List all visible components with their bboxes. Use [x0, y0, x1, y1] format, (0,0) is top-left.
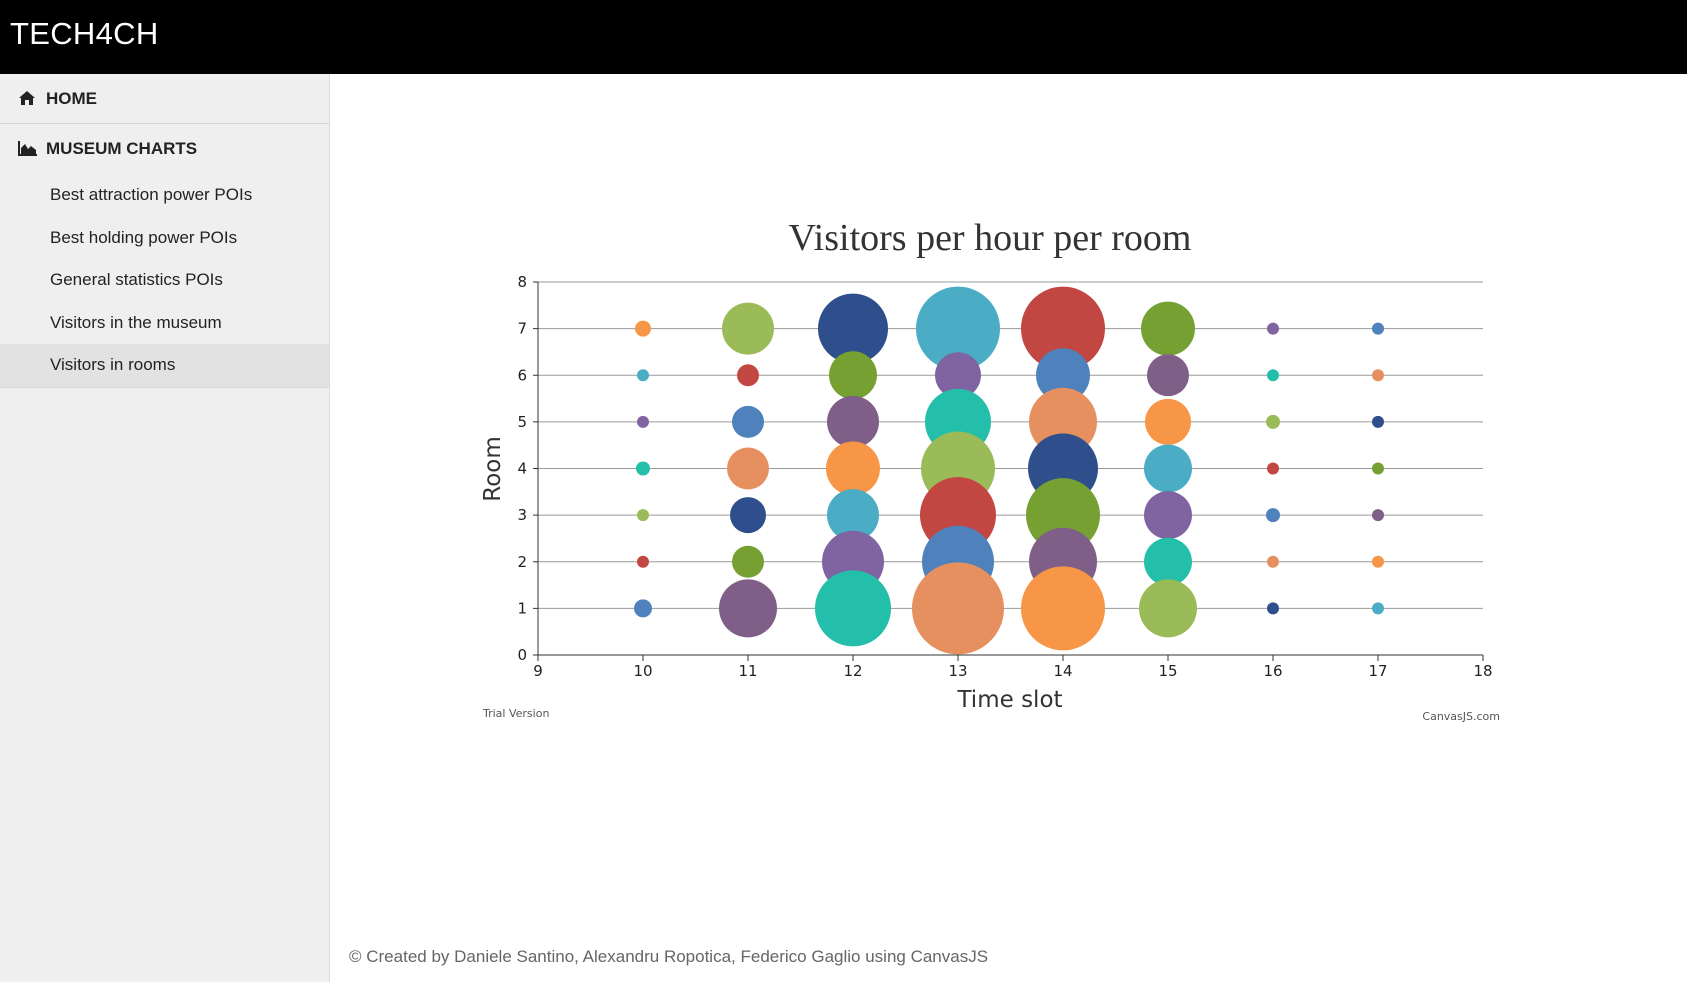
home-icon: [18, 90, 40, 108]
y-tick-label: 6: [517, 366, 527, 384]
bubble-17-2[interactable]: [1372, 555, 1384, 568]
bubble-16-2[interactable]: [1267, 555, 1279, 568]
bubble-17-6[interactable]: [1372, 369, 1384, 382]
bubble-12-7[interactable]: [818, 293, 888, 364]
bubble-10-6[interactable]: [637, 369, 649, 382]
sidebar-item-general-statistics[interactable]: General statistics POIs: [50, 270, 223, 290]
bubble-17-1[interactable]: [1372, 602, 1384, 615]
sidebar-section-label: MUSEUM CHARTS: [46, 139, 198, 158]
bubble-12-1[interactable]: [815, 570, 891, 647]
y-tick-label: 3: [517, 506, 527, 524]
bubble-11-5[interactable]: [732, 405, 764, 438]
bubble-15-3[interactable]: [1144, 491, 1192, 540]
y-tick-label: 4: [517, 460, 527, 478]
sidebar-item-list: Best attraction power POIs Best holding …: [0, 174, 329, 388]
bubble-16-7[interactable]: [1267, 322, 1279, 335]
bubble-17-5[interactable]: [1372, 415, 1384, 428]
sidebar-item-holding-power[interactable]: Best holding power POIs: [50, 227, 238, 247]
bubble-11-7[interactable]: [722, 302, 774, 355]
bubble-chart: 0 1 2 3 4 5 6 7 8 9 10 11 12 13 14 15 16 17 18 Visitors pe…: [470, 215, 1510, 735]
sidebar-home-label: HOME: [46, 88, 97, 108]
sidebar-home[interactable]: HOME: [0, 74, 329, 124]
x-tick-label: 17: [1368, 662, 1387, 680]
y-tick-label: 7: [517, 320, 527, 338]
x-tick-label: 15: [1158, 662, 1177, 680]
bubble-14-1[interactable]: [1021, 566, 1105, 651]
bubble-11-1[interactable]: [719, 579, 777, 638]
bubble-13-6[interactable]: [935, 352, 981, 399]
bubble-11-2[interactable]: [732, 545, 764, 578]
bubble-layer: [634, 286, 1384, 655]
chart-title: Visitors per hour per room: [789, 217, 1192, 259]
bubble-15-1[interactable]: [1139, 579, 1197, 638]
bubble-17-7[interactable]: [1372, 322, 1384, 335]
bubble-12-4[interactable]: [826, 441, 880, 496]
x-axis-title: Time slot: [956, 687, 1062, 713]
bubble-10-7[interactable]: [635, 320, 651, 337]
sidebar: HOME MUSEUM CHARTS Best attraction power…: [0, 74, 330, 982]
bubble-14-6[interactable]: [1036, 348, 1090, 403]
y-tick-label: 8: [517, 273, 527, 291]
bubble-12-6[interactable]: [829, 351, 877, 400]
bubble-11-4[interactable]: [727, 447, 769, 490]
bubble-13-1[interactable]: [912, 562, 1004, 655]
bubble-15-4[interactable]: [1144, 444, 1192, 493]
bubble-17-4[interactable]: [1372, 462, 1384, 475]
bubble-16-3[interactable]: [1266, 508, 1280, 523]
bubble-10-4[interactable]: [636, 461, 650, 476]
y-tick-label: 1: [517, 599, 527, 617]
x-tick-label: 9: [533, 662, 543, 680]
bubble-13-7[interactable]: [916, 286, 1000, 371]
grid-layer: [538, 281, 1483, 609]
y-tick-label: 5: [517, 413, 527, 431]
x-tick-label: 13: [948, 662, 967, 680]
bubble-12-3[interactable]: [827, 489, 879, 542]
x-tick-label: 14: [1053, 662, 1072, 680]
y-tick-label: 2: [517, 553, 527, 571]
x-tick-label: 11: [738, 662, 757, 680]
x-tick-label: 16: [1263, 662, 1282, 680]
bubble-10-3[interactable]: [637, 509, 649, 522]
bubble-16-1[interactable]: [1267, 602, 1279, 615]
bubble-14-7[interactable]: [1021, 286, 1105, 371]
bubble-15-5[interactable]: [1145, 398, 1191, 445]
brand-title[interactable]: TECH4CH: [10, 16, 159, 51]
bubble-10-5[interactable]: [637, 415, 649, 428]
trial-version-watermark: Trial Version: [482, 707, 549, 720]
area-chart-icon: [18, 140, 40, 158]
y-axis-title: Room: [480, 436, 506, 502]
sidebar-museum-charts[interactable]: MUSEUM CHARTS: [0, 124, 329, 174]
bubble-15-6[interactable]: [1147, 354, 1189, 397]
bubble-11-6[interactable]: [737, 364, 759, 387]
bubble-12-5[interactable]: [827, 395, 879, 448]
bubble-10-1[interactable]: [634, 599, 652, 618]
top-navbar: TECH4CH: [0, 0, 1687, 74]
x-tick-label: 18: [1473, 662, 1492, 680]
bubble-16-6[interactable]: [1267, 369, 1279, 382]
bubble-10-2[interactable]: [637, 555, 649, 568]
bubble-15-7[interactable]: [1141, 301, 1195, 356]
bubble-17-3[interactable]: [1372, 509, 1384, 522]
bubble-11-3[interactable]: [730, 497, 766, 534]
x-tick-label: 12: [843, 662, 862, 680]
y-tick-label: 0: [517, 646, 527, 664]
canvasjs-credit[interactable]: CanvasJS.com: [1422, 710, 1500, 723]
sidebar-item-visitors-rooms[interactable]: Visitors in rooms: [0, 344, 329, 387]
x-tick-label: 10: [633, 662, 652, 680]
bubble-16-5[interactable]: [1266, 414, 1280, 429]
bubble-15-2[interactable]: [1144, 537, 1192, 586]
sidebar-item-visitors-museum[interactable]: Visitors in the museum: [50, 312, 222, 332]
bubble-16-4[interactable]: [1267, 462, 1279, 475]
sidebar-item-attraction-power[interactable]: Best attraction power POIs: [50, 185, 253, 205]
footer-credits: © Created by Daniele Santino, Alexandru …: [349, 947, 989, 966]
